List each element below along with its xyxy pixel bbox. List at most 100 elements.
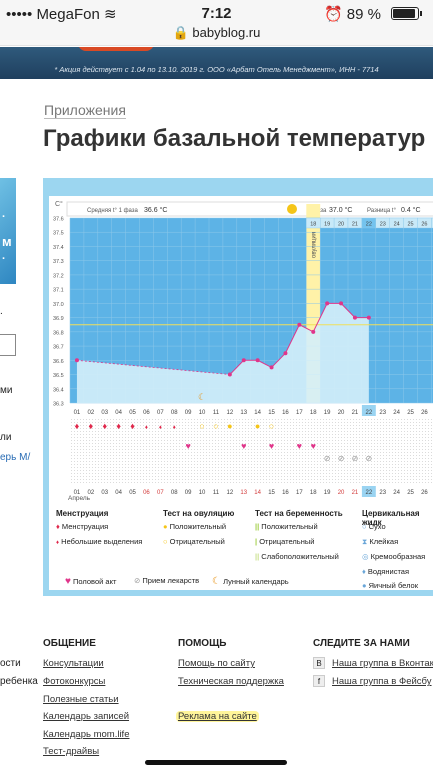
legend-menstruation-title: Менструация xyxy=(56,509,109,518)
alarm-icon: ⏰ xyxy=(323,6,343,23)
ov-test-negative: ○ xyxy=(199,421,204,431)
y-tick-label: 37.2 xyxy=(53,273,64,279)
legend-dry: ○ Сухо xyxy=(362,522,386,531)
footer-link-momlife[interactable]: Календарь mom.life xyxy=(43,729,130,740)
menstruation-marker: ♦ xyxy=(89,421,94,431)
negative-circle-icon: ○ xyxy=(163,537,168,546)
promo-banner[interactable]: * Акция действует с 1.04 по 13.10. 2019 … xyxy=(0,47,433,79)
pill-icon: ⊘ xyxy=(134,576,141,585)
y-tick-label: 37.4 xyxy=(53,245,64,251)
sex-marker: ♥ xyxy=(241,441,246,451)
top-day-label: 24 xyxy=(394,222,400,228)
footer-link-consultations[interactable]: Консультации xyxy=(43,658,104,669)
x-tick-label: 12 xyxy=(227,410,234,416)
sticky-icon: ⧗ xyxy=(362,537,368,546)
x-tick-label: 05 xyxy=(129,410,136,416)
y-tick-label: 37.5 xyxy=(53,231,64,237)
side-promo[interactable]: . м . xyxy=(0,178,16,284)
carrier: ••••• MegaFon ≋ xyxy=(6,6,117,23)
plot-area: 37.6 37.5 37.4 37.3 37.2 37.1 37.0 36.9 36.8 36.7… xyxy=(53,204,433,497)
bottom-day-label: 26 xyxy=(421,490,428,496)
bottom-day-label: 08 xyxy=(171,490,178,496)
x-tick-label: 01 xyxy=(74,410,81,416)
footer-link-advertising[interactable]: Реклама на сайте xyxy=(176,711,259,722)
temp-point xyxy=(366,315,371,320)
bottom-day-label: 11 xyxy=(213,490,220,496)
x-tick-label: 21 xyxy=(352,410,359,416)
x-tick-label: 16 xyxy=(282,410,289,416)
side-text-1: ми xyxy=(0,385,13,396)
signal-icon: ••••• xyxy=(6,6,33,23)
top-day-label: 25 xyxy=(407,222,413,228)
bottom-day-label: 22 xyxy=(366,490,373,496)
legend-preg-positive: || Положительный xyxy=(255,522,318,531)
bottom-day-label: 02 xyxy=(88,490,95,496)
bottom-day-label: 24 xyxy=(393,490,400,496)
bottom-day-label: 03 xyxy=(101,490,108,496)
legend-creamy: ◎ Кремообразная xyxy=(362,552,426,561)
bottom-day-label: 17 xyxy=(296,490,303,496)
side-link[interactable]: ерь М/ xyxy=(0,452,31,463)
breadcrumb[interactable]: Приложения xyxy=(44,102,126,119)
x-tick-label: 19 xyxy=(324,410,331,416)
footer-link-calendar[interactable]: Календарь записей xyxy=(43,711,130,722)
y-tick-label: 36.9 xyxy=(53,316,64,322)
y-tick-label: 36.7 xyxy=(53,345,64,351)
medicine-marker: ⊘ xyxy=(352,454,359,463)
temp-point xyxy=(297,322,302,327)
menstruation-marker: ♦ xyxy=(116,421,121,431)
vk-icon[interactable]: B xyxy=(313,657,325,669)
moon-marker: ☾ xyxy=(198,392,206,402)
small-drop-icon: ♦ xyxy=(56,540,60,546)
temp-point xyxy=(339,301,344,306)
phase1-value: 36.6 °С xyxy=(144,206,167,214)
temp-point xyxy=(227,372,232,377)
ov-test-negative: ○ xyxy=(213,421,218,431)
top-day-label: 23 xyxy=(380,222,386,228)
double-bar-icon: || xyxy=(255,522,260,531)
y-tick-label: 36.5 xyxy=(53,373,64,379)
banner-button[interactable] xyxy=(78,47,154,51)
x-tick-label: 25 xyxy=(407,410,414,416)
x-tick-label: 22 xyxy=(366,410,373,416)
x-tick-label: 04 xyxy=(115,410,122,416)
x-tick-label: 10 xyxy=(199,410,206,416)
footer-link-articles[interactable]: Полезные статьи xyxy=(43,694,119,705)
side-input[interactable] xyxy=(0,334,16,356)
ov-test-negative: ○ xyxy=(269,421,274,431)
ovulation-label: овуляция xyxy=(311,232,317,258)
bottom-day-label: 16 xyxy=(282,490,289,496)
single-bar-icon: | xyxy=(255,537,258,546)
status-bar: ••••• MegaFon ≋ 7:12 ⏰ 89 % 🔒 babyblog.r… xyxy=(0,0,433,46)
bottom-day-label: 25 xyxy=(407,490,414,496)
footer-cut-1[interactable]: ости xyxy=(0,658,21,669)
bottom-day-label: 13 xyxy=(240,490,247,496)
y-tick-label: 37.0 xyxy=(53,302,64,308)
sex-marker: ♥ xyxy=(311,441,316,451)
facebook-icon[interactable]: f xyxy=(313,675,325,687)
top-day-cell xyxy=(431,217,433,229)
temp-point xyxy=(325,301,330,306)
temp-point xyxy=(283,351,288,356)
footer-link-support[interactable]: Техническая поддержка xyxy=(178,676,284,687)
x-tick-label: 18 xyxy=(310,410,317,416)
sex-marker: ♥ xyxy=(297,441,302,451)
legend-watery: ♦ Водянистая xyxy=(362,567,410,576)
heart-icon: ♥ xyxy=(65,576,71,587)
footer-link-photo-contests[interactable]: Фотоконкурсы xyxy=(43,676,106,687)
footer-link-help[interactable]: Помощь по сайту xyxy=(178,658,255,669)
spotting-marker: ♦ xyxy=(173,425,176,431)
x-tick-label: 03 xyxy=(101,410,108,416)
footer-link-test-drives[interactable]: Тест-драйвы xyxy=(43,746,100,757)
url-bar[interactable]: 🔒 babyblog.ru xyxy=(172,25,261,40)
temp-point xyxy=(269,365,274,370)
footer-link-vk[interactable]: Наша группа в Вконтакт xyxy=(332,658,433,669)
footer-link-facebook[interactable]: Наша группа в Фейсбу xyxy=(332,676,432,687)
footer-cut-2[interactable]: ребенка xyxy=(0,676,38,687)
footer-follow-title: СЛЕДИТЕ ЗА НАМИ xyxy=(313,638,410,649)
bottom-day-label: 21 xyxy=(352,490,359,496)
lock-icon: 🔒 xyxy=(172,25,189,40)
side-text-2: ли xyxy=(0,432,12,443)
y-tick-label: 37.6 xyxy=(53,217,64,223)
x-tick-label: 07 xyxy=(157,410,164,416)
